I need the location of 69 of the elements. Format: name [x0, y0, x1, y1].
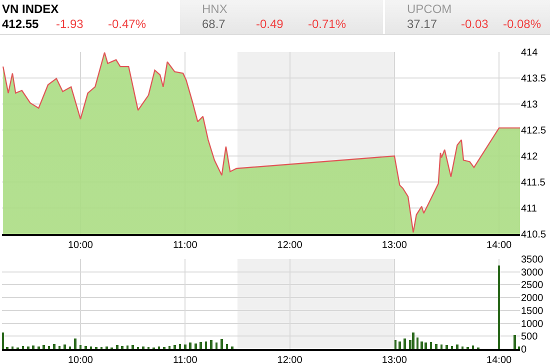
bar	[189, 342, 192, 349]
bar	[42, 345, 46, 349]
y-tick-label: 412.5	[521, 126, 546, 136]
text: -1.93	[56, 17, 84, 31]
text: 68.7	[202, 17, 226, 31]
x-tick-label: 10:00	[68, 240, 94, 251]
text: UPCOM	[407, 2, 452, 16]
text: -0.08%	[503, 17, 542, 31]
bar	[194, 343, 197, 349]
bar	[37, 346, 40, 349]
bar	[424, 342, 427, 349]
bar	[420, 341, 423, 349]
bar	[456, 344, 458, 349]
y-tick-label: 413	[521, 100, 538, 110]
x-tick-label: 12:00	[277, 355, 303, 364]
y-tick-label: 3500	[521, 254, 544, 266]
bar	[200, 342, 202, 349]
text: 412.55	[2, 17, 39, 31]
bar	[116, 345, 118, 349]
y-tick-label: 2000	[521, 293, 544, 304]
bar	[231, 346, 234, 349]
bar	[53, 344, 56, 349]
x-tick-label: 11:00	[172, 240, 198, 251]
bar	[84, 346, 87, 349]
bar	[74, 338, 76, 349]
y-tick-label: 3000	[521, 267, 544, 278]
bar	[446, 345, 448, 349]
bar	[472, 346, 474, 349]
x-tick-label: 14:00	[486, 240, 512, 251]
bar	[398, 341, 401, 349]
bar	[126, 346, 129, 349]
y-tick-label: 411	[521, 204, 538, 214]
y-tick-label: 500	[521, 332, 538, 343]
x-tick-label: 13:00	[382, 355, 408, 364]
bar	[132, 344, 134, 349]
x-tick-label: 10:00	[68, 355, 94, 364]
y-tick-label: 410.5	[521, 230, 546, 240]
bar	[64, 344, 66, 349]
bar	[412, 332, 414, 349]
y-tick-label: 2500	[521, 280, 544, 292]
text: HNX	[202, 2, 228, 16]
bar	[32, 346, 35, 349]
text: -0.03	[461, 17, 488, 31]
bar	[220, 339, 223, 349]
text: 37.17	[407, 17, 438, 31]
x-tick-label: 12:00	[277, 240, 303, 251]
bar	[210, 340, 212, 349]
y-tick-label: 414	[521, 48, 538, 58]
bar	[514, 334, 516, 349]
x-tick-label: 11:00	[172, 355, 198, 364]
bar	[404, 338, 406, 349]
x-tick-label: 13:00	[382, 240, 408, 251]
y-tick-label: 1000	[521, 318, 544, 330]
y-tick-label: 411.5	[521, 178, 546, 188]
x-tick-label: 14:00	[486, 355, 512, 364]
bar	[435, 344, 438, 349]
y-tick-label: 413.5	[521, 74, 546, 84]
text: -0.47%	[108, 17, 146, 31]
y-tick-label: 1500	[521, 306, 544, 317]
y-tick-label: 0	[521, 344, 527, 356]
bar	[184, 344, 186, 349]
text: -0.49	[256, 17, 284, 31]
bar	[48, 346, 50, 349]
bar	[174, 345, 176, 349]
bar	[2, 332, 4, 349]
text: -0.71%	[308, 17, 346, 31]
text: VN INDEX	[2, 2, 59, 16]
y-tick-label: 412	[521, 152, 538, 162]
bar	[121, 346, 124, 349]
